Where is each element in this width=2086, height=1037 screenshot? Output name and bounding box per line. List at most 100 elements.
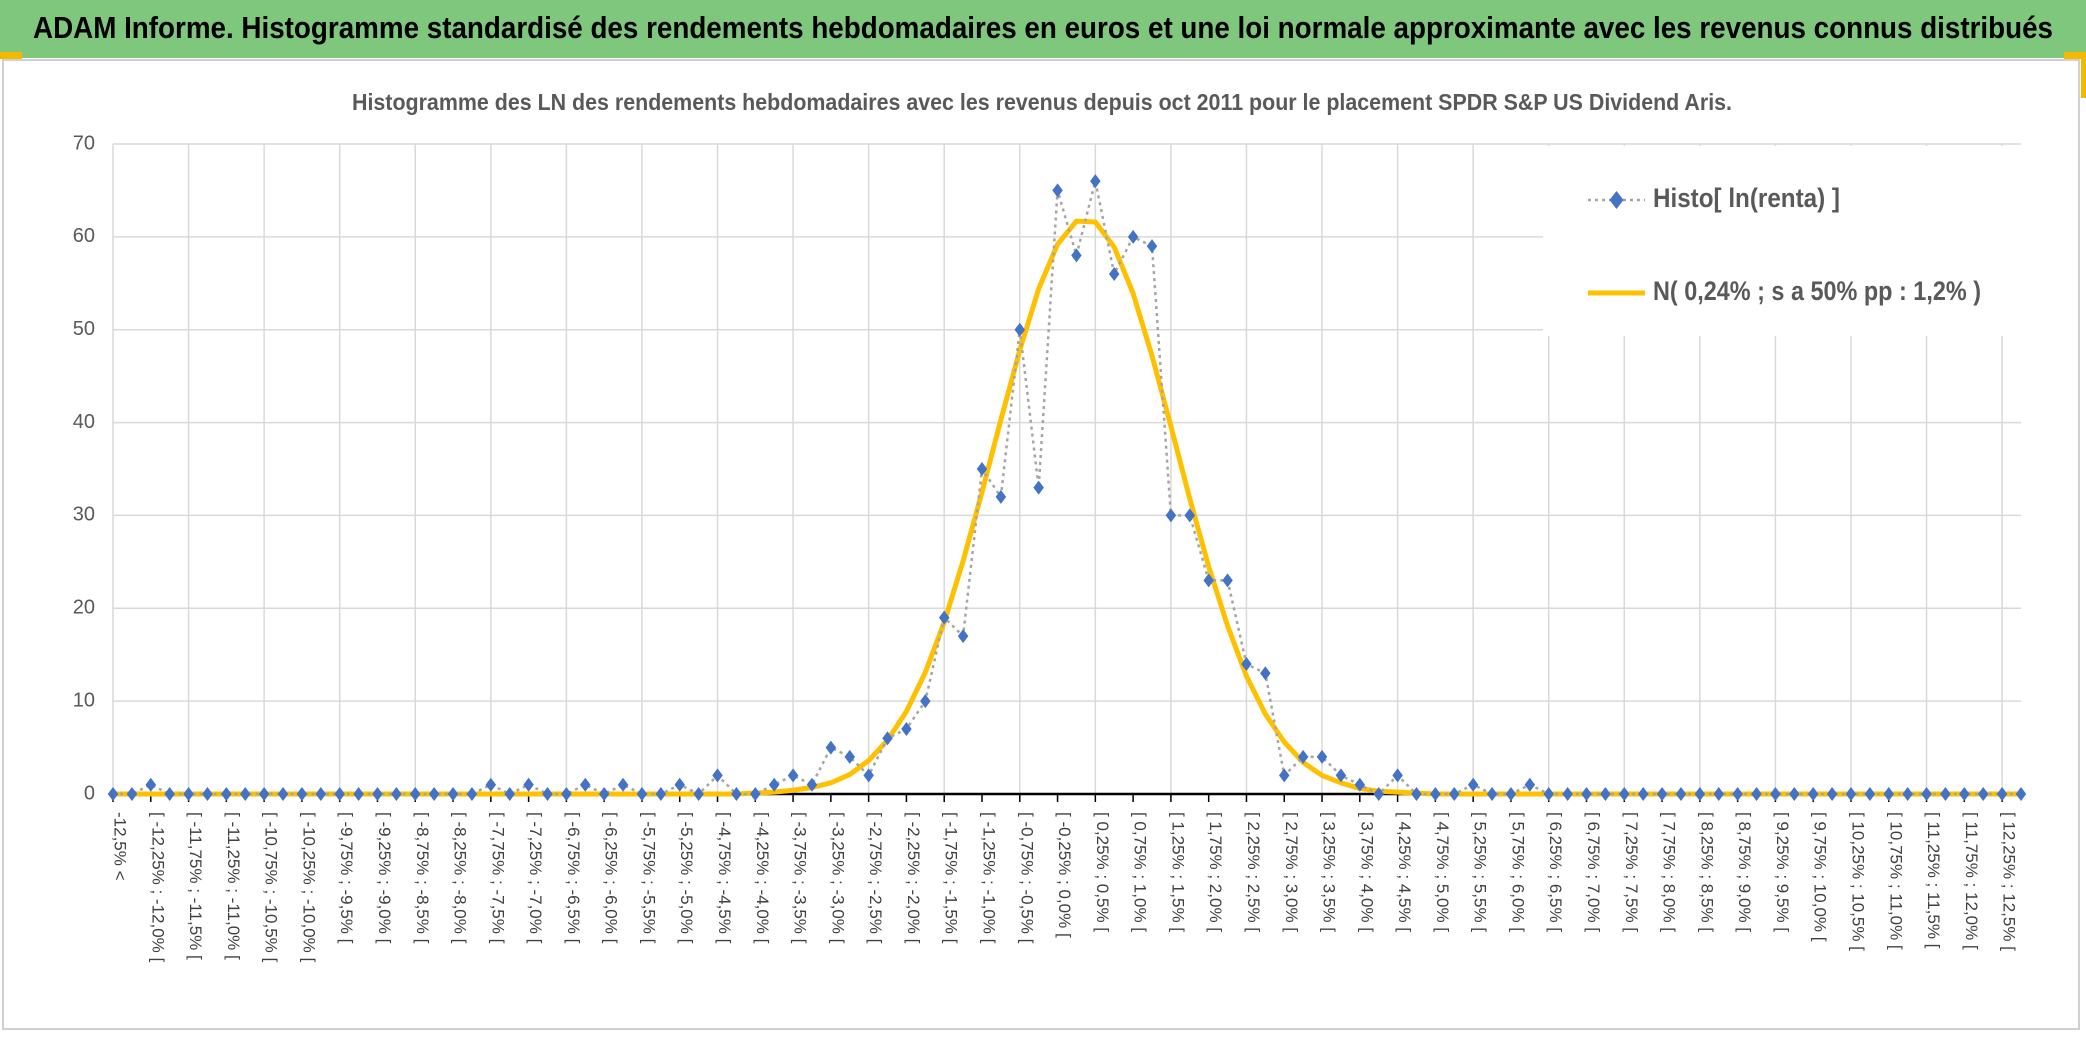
x-tick-label: [ 2,25% ; 2,5% [ [1244, 812, 1263, 932]
data-point [1996, 787, 2008, 801]
data-point [636, 787, 648, 801]
legend-label: Histo[ ln(renta) ] [1653, 183, 1840, 213]
x-tick-label: [ 4,75% ; 5,0% [ [1433, 812, 1452, 932]
data-point [296, 787, 308, 801]
data-point [1505, 787, 1517, 801]
x-tick-label: [ 0,25% ; 0,5% [ [1093, 812, 1112, 932]
data-point [693, 787, 704, 801]
data-point [1430, 787, 1441, 801]
page-title: ADAM Informe. Histogramme standardisé de… [33, 10, 2053, 45]
x-tick-label: [ -3,75% ; -3,5% [ [791, 812, 810, 944]
data-point [221, 787, 232, 801]
x-tick-label: [ -4,75% ; -4,5% [ [715, 812, 734, 944]
data-point [1392, 768, 1403, 783]
x-tick-label: [ 6,25% ; 6,5% [ [1546, 812, 1565, 932]
x-tick-label: [ 10,75% ; 11,0% [ [1886, 812, 1905, 950]
data-point [1675, 787, 1687, 801]
x-tick-label: [ 11,75% ; 12,0% [ [1962, 812, 1981, 950]
data-point [712, 768, 723, 783]
data-point [277, 787, 289, 801]
data-point [1600, 787, 1611, 801]
data-point [1278, 768, 1290, 783]
data-point [938, 610, 950, 625]
data-point [1090, 174, 1101, 189]
data-point [1713, 787, 1724, 801]
y-tick-label: 70 [73, 132, 95, 154]
x-tick-label: [ 7,25% ; 7,5% [ [1622, 812, 1641, 932]
x-tick-label: [ 6,75% ; 7,0% [ [1584, 812, 1603, 932]
data-point [1297, 749, 1309, 764]
y-tick-label: 10 [73, 689, 95, 711]
data-point [882, 731, 893, 746]
data-point [239, 787, 251, 801]
data-point [1807, 787, 1819, 801]
data-point [995, 489, 1007, 504]
data-point [1902, 787, 1913, 801]
x-tick-label: [ -7,25% ; -7,0% [ [526, 812, 545, 944]
data-point [1883, 787, 1895, 801]
data-point [561, 787, 572, 801]
x-tick-label: [ -1,75% ; -1,5% [ [942, 812, 961, 944]
data-point [1940, 787, 1951, 801]
x-tick-label: [ 9,75% ; 10,0% [ [1811, 812, 1830, 942]
data-point [617, 777, 629, 792]
data-point [1014, 322, 1026, 337]
x-tick-label: [ 12,25% ; 12,5% [ [2000, 812, 2019, 951]
data-point [731, 787, 742, 801]
data-point [202, 787, 213, 801]
legend-marker [1609, 191, 1624, 209]
x-tick-label: [ 5,75% ; 6,0% [ [1508, 812, 1527, 932]
data-point [976, 462, 988, 476]
data-point [1071, 248, 1082, 263]
x-tick-label: [ 11,25% ; 11,5% [ [1924, 812, 1943, 949]
data-point [580, 777, 591, 792]
data-point [1694, 787, 1706, 801]
y-tick-label: 40 [73, 411, 95, 433]
data-point [1184, 508, 1196, 523]
data-point [1486, 787, 1498, 801]
data-point [258, 787, 270, 801]
data-point [1241, 657, 1252, 671]
x-tick-label: [ 1,25% ; 1,5% [ [1168, 812, 1187, 932]
x-tick-label: [ 10,25% ; 10,5% [ [1848, 812, 1867, 951]
x-tick-label: [ 2,75% ; 3,0% [ [1282, 812, 1301, 932]
data-point [126, 787, 138, 801]
data-point [410, 787, 421, 801]
corner-accent [2081, 58, 2086, 98]
chart-frame [2, 59, 2080, 1030]
data-point [1562, 787, 1573, 801]
data-point [920, 694, 931, 709]
x-tick-label: [ 5,25% ; 5,5% [ [1471, 812, 1490, 932]
x-tick-label: [ -9,25% ; -9,0% [ [375, 812, 394, 944]
x-tick-label: [ 8,25% ; 8,5% [ [1697, 812, 1716, 932]
data-point [1467, 777, 1479, 792]
data-point [1959, 787, 1970, 801]
x-tick-label: [ -11,25% ; -11,0% [ [224, 812, 243, 960]
data-point [523, 777, 534, 792]
x-tick-label: [ -4,25% ; -4,0% [ [753, 812, 772, 944]
y-tick-label: 0 [84, 782, 95, 804]
data-point [145, 777, 157, 792]
x-tick-label: [ -6,75% ; -6,5% [ [564, 812, 583, 944]
data-point [1977, 787, 1989, 801]
data-point [1033, 480, 1044, 495]
x-tick-label: [ -2,25% ; -2,0% [ [904, 812, 923, 944]
x-tick-label: [ -3,25% ; -3,0% [ [828, 812, 847, 944]
data-point [787, 768, 799, 783]
data-point [1203, 573, 1214, 588]
data-point [901, 722, 912, 736]
data-point [391, 787, 402, 801]
data-point [2015, 787, 2027, 801]
data-point [164, 787, 175, 801]
data-point [598, 787, 610, 801]
x-tick-label: [ 4,25% ; 4,5% [ [1395, 812, 1414, 932]
data-point [1619, 787, 1630, 801]
y-tick-label: 50 [73, 318, 95, 340]
data-point [447, 787, 459, 801]
x-tick-label: [ -7,75% ; -7,5% [ [488, 812, 507, 944]
x-tick-label: [ -11,75% ; -11,5% [ [186, 812, 205, 960]
data-point [674, 777, 685, 792]
y-tick-label: 20 [73, 597, 95, 619]
x-tick-label: [ 7,75% ; 8,0% [ [1660, 812, 1679, 932]
data-point [315, 787, 327, 801]
